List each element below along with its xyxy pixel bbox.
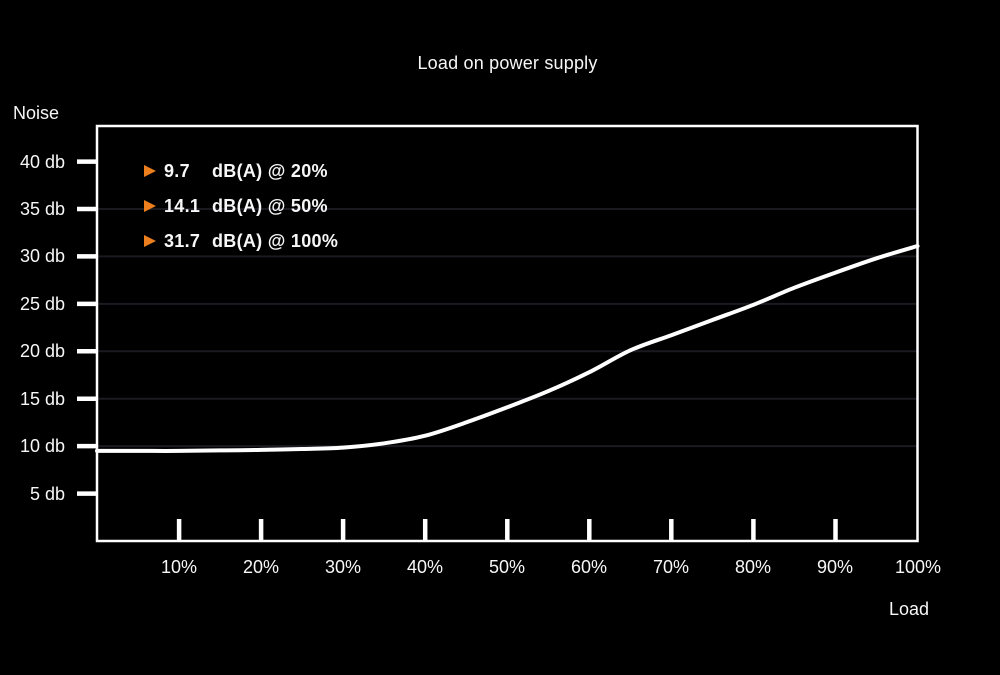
x-tick-label: 80% [734,557,772,577]
y-tick-label: 5 db [29,484,65,504]
x-tick-label: 60% [570,557,608,577]
triangle-marker-icon [144,165,156,177]
y-tick-label: 35 db [19,199,65,219]
legend-item: 14.1 dB(A) @ 50% [144,193,338,219]
x-tick-label: 40% [406,557,444,577]
chart-legend: 9.7 dB(A) @ 20% 14.1 dB(A) @ 50% 31.7 dB(A) @… [144,158,338,263]
x-tick-label: 90% [816,557,854,577]
y-tick-label: 30 db [19,246,65,266]
y-tick-label: 20 db [19,341,65,361]
triangle-marker-icon [144,235,156,247]
x-tick-label: 20% [242,557,280,577]
legend-label: dB(A) @ 100% [212,230,339,251]
legend-value: 14.1 [164,195,201,216]
y-tick-label: 25 db [19,294,65,314]
noise-curve [95,244,920,453]
legend-item: 9.7 dB(A) @ 20% [144,158,338,184]
y-tick-label: 15 db [19,389,65,409]
x-tick-label: 100% [894,557,942,577]
x-tick-label: 70% [652,557,690,577]
x-axis-title: Load [889,599,930,619]
chart-title: Load on power supply [417,53,598,73]
plot-border [95,124,919,543]
y-axis-title: Noise [13,103,60,123]
legend-item: 31.7 dB(A) @ 100% [144,228,338,254]
y-tick-label: 40 db [19,152,65,172]
x-tick-label: 30% [324,557,362,577]
legend-value: 31.7 [164,230,201,251]
x-tick-label: 10% [160,557,198,577]
y-tick-label: 10 db [19,436,65,456]
x-tick-label: 50% [488,557,526,577]
legend-label: dB(A) @ 50% [212,195,328,216]
legend-value: 9.7 [164,160,190,181]
legend-label: dB(A) @ 20% [212,160,328,181]
triangle-marker-icon [144,200,156,212]
